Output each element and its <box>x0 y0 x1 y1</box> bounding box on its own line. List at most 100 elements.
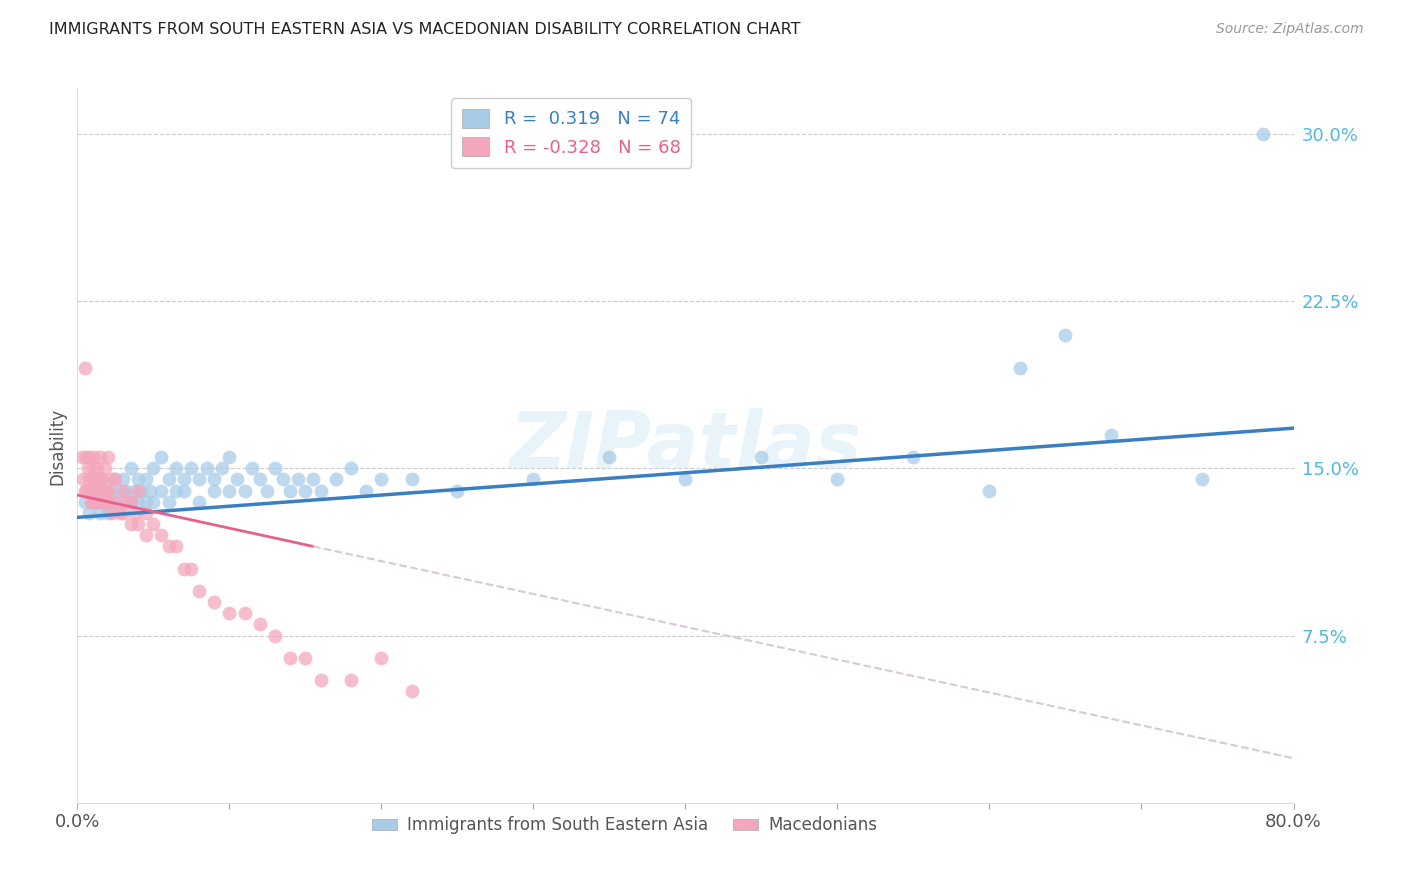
Point <box>188 583 211 598</box>
Point <box>446 483 468 498</box>
Point <box>89 506 111 520</box>
Point <box>100 483 122 498</box>
Point <box>202 473 225 487</box>
Point <box>271 473 294 487</box>
Point <box>278 483 301 498</box>
Point <box>202 595 225 609</box>
Point <box>75 483 97 498</box>
Point <box>75 450 97 464</box>
Point <box>89 494 111 508</box>
Point <box>83 483 105 498</box>
Point <box>73 483 96 498</box>
Point <box>139 483 162 498</box>
Point <box>104 473 127 487</box>
Point <box>180 562 202 576</box>
Point <box>188 494 211 508</box>
Point <box>82 461 104 475</box>
Point <box>294 651 316 665</box>
Point <box>93 483 115 498</box>
Point <box>127 516 149 531</box>
Point <box>87 494 110 508</box>
Point <box>84 473 107 487</box>
Point <box>115 483 138 498</box>
Point <box>120 494 142 508</box>
Point <box>157 539 180 553</box>
Point <box>79 450 101 464</box>
Point <box>165 461 187 475</box>
Point <box>97 506 120 520</box>
Point <box>264 628 287 642</box>
Point <box>135 528 157 542</box>
Point <box>142 516 165 531</box>
Point <box>89 473 111 487</box>
Point <box>157 494 180 508</box>
Point <box>135 506 157 520</box>
Point <box>211 461 233 475</box>
Point <box>173 562 195 576</box>
Point <box>90 473 112 487</box>
Point <box>340 461 363 475</box>
Point <box>108 483 131 498</box>
Point <box>401 473 423 487</box>
Point <box>86 461 108 475</box>
Point <box>675 473 697 487</box>
Point <box>91 483 114 498</box>
Point <box>135 473 157 487</box>
Point <box>120 461 142 475</box>
Point <box>104 494 127 508</box>
Point <box>180 461 202 475</box>
Point <box>149 450 172 464</box>
Point <box>354 483 377 498</box>
Point <box>1054 327 1077 342</box>
Point <box>97 483 120 498</box>
Point <box>84 494 107 508</box>
Point <box>149 528 172 542</box>
Text: IMMIGRANTS FROM SOUTH EASTERN ASIA VS MACEDONIAN DISABILITY CORRELATION CHART: IMMIGRANTS FROM SOUTH EASTERN ASIA VS MA… <box>49 22 800 37</box>
Point <box>104 494 127 508</box>
Point <box>129 483 152 498</box>
Point <box>294 483 316 498</box>
Point <box>157 473 180 487</box>
Point <box>87 473 110 487</box>
Point <box>218 450 240 464</box>
Point <box>195 461 218 475</box>
Point <box>79 506 101 520</box>
Point <box>82 483 104 498</box>
Point <box>73 360 96 375</box>
Point <box>340 673 363 687</box>
Point <box>218 483 240 498</box>
Point <box>135 494 157 508</box>
Point <box>302 473 325 487</box>
Y-axis label: Disability: Disability <box>48 408 66 484</box>
Point <box>120 516 142 531</box>
Point <box>83 450 105 464</box>
Point <box>827 473 849 487</box>
Point <box>401 684 423 698</box>
Point <box>72 473 94 487</box>
Point <box>325 473 347 487</box>
Text: Source: ZipAtlas.com: Source: ZipAtlas.com <box>1216 22 1364 37</box>
Point <box>82 473 104 487</box>
Point <box>98 494 121 508</box>
Point <box>97 450 120 464</box>
Point <box>79 473 101 487</box>
Point <box>165 539 187 553</box>
Point <box>86 483 108 498</box>
Point <box>77 461 100 475</box>
Point <box>309 673 332 687</box>
Point <box>97 494 120 508</box>
Point <box>751 450 773 464</box>
Point <box>73 494 96 508</box>
Point <box>108 506 131 520</box>
Point <box>202 483 225 498</box>
Point <box>249 473 271 487</box>
Point <box>370 473 392 487</box>
Point <box>89 483 111 498</box>
Point <box>142 461 165 475</box>
Point <box>165 483 187 498</box>
Point <box>120 494 142 508</box>
Point <box>522 473 544 487</box>
Point <box>89 450 111 464</box>
Text: ZIPatlas: ZIPatlas <box>509 408 862 484</box>
Point <box>309 483 332 498</box>
